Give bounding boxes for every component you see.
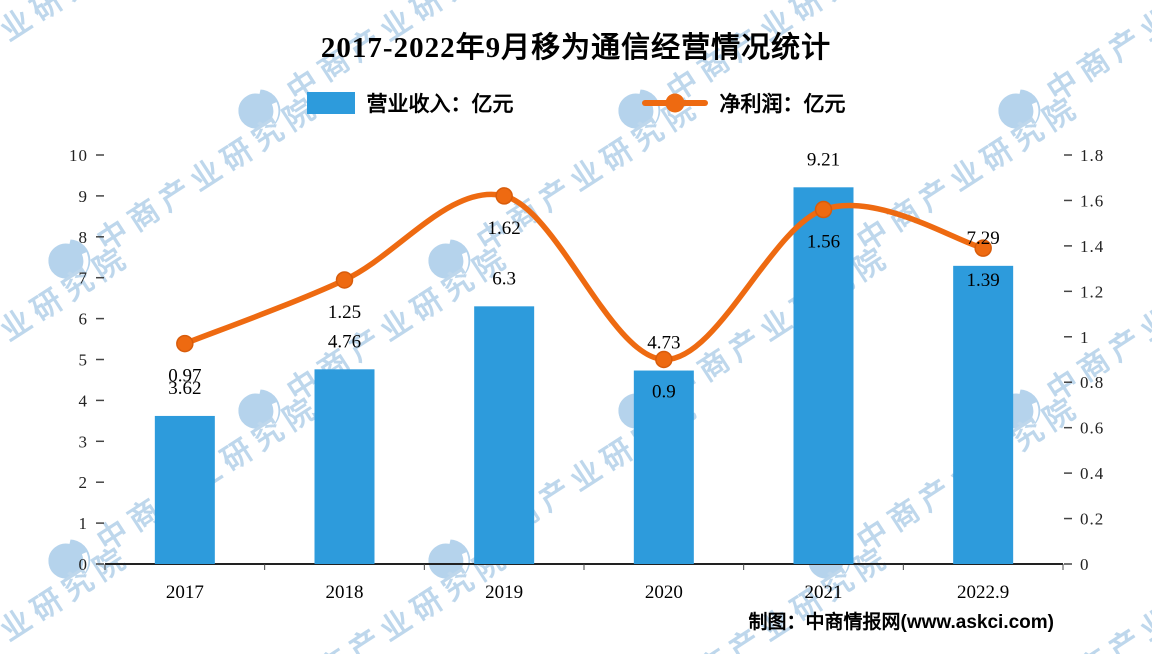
right-axis-tick-label: 0.4 <box>1080 464 1104 483</box>
legend-item-net-profit: 净利润：亿元 <box>641 88 846 118</box>
legend-item-revenue: 营业收入：亿元 <box>306 88 514 118</box>
bar-value-label: 3.62 <box>168 378 201 399</box>
left-axis-tick-label: 0 <box>79 555 89 574</box>
line-value-label: 1.25 <box>328 302 361 323</box>
right-axis-tick-label: 0.8 <box>1080 373 1104 392</box>
line-value-label: 1.39 <box>967 270 1000 291</box>
x-axis-category-label: 2022.9 <box>957 582 1009 603</box>
line-value-label: 0.9 <box>652 382 676 403</box>
line-marker-2021 <box>814 200 833 219</box>
bar-2022.9 <box>953 265 1014 564</box>
left-axis-tick-label: 7 <box>79 269 89 288</box>
bar-value-label: 4.73 <box>647 333 680 354</box>
legend-label-revenue: 营业收入：亿元 <box>366 93 514 116</box>
x-axis-category-label: 2019 <box>485 582 523 603</box>
bar-value-label: 9.21 <box>807 149 840 170</box>
line-marker-2018 <box>335 271 354 289</box>
right-axis-tick-label: 1.2 <box>1080 282 1104 301</box>
bar-value-label: 6.3 <box>492 268 516 289</box>
bar-2017 <box>154 415 215 564</box>
right-axis-tick-label: 1 <box>1080 328 1090 347</box>
right-axis-tick-label: 0 <box>1080 555 1090 574</box>
bar-2018 <box>314 369 375 564</box>
source-credit: 制图：中商情报网(www.askci.com) <box>748 612 1054 633</box>
legend-label-net-profit: 净利润：亿元 <box>719 93 846 116</box>
left-axis-tick-label: 1 <box>79 514 89 533</box>
line-value-label: 0.97 <box>168 366 201 387</box>
left-axis-tick-label: 2 <box>79 473 89 492</box>
legend: 营业收入：亿元 净利润：亿元 <box>0 88 1152 118</box>
bar-value-label: 4.76 <box>328 331 361 352</box>
line-marker-2017 <box>176 334 194 353</box>
left-axis-tick-label: 4 <box>79 391 89 410</box>
bar-value-label: 7.29 <box>967 228 1000 249</box>
x-axis-category-label: 2018 <box>326 582 364 603</box>
line-marker-2022.9 <box>974 239 992 257</box>
left-axis-tick-label: 3 <box>79 432 89 451</box>
right-axis-tick-label: 0.2 <box>1080 510 1104 529</box>
right-axis-tick-label: 1.6 <box>1080 191 1104 210</box>
left-axis-tick-label: 9 <box>79 187 89 206</box>
line-series-swatch <box>641 93 708 113</box>
x-axis-category-label: 2021 <box>805 582 843 603</box>
line-marker-2019 <box>495 187 513 205</box>
x-axis-category-label: 2017 <box>166 582 204 603</box>
line-swatch-dot-icon <box>665 93 684 113</box>
bar-series-swatch <box>306 92 355 114</box>
right-axis-tick-label: 0.6 <box>1080 419 1104 438</box>
chart-title: 2017-2022年9月移为通信经营情况统计 <box>320 32 832 64</box>
left-axis-tick-label: 8 <box>79 228 89 247</box>
left-axis-tick-label: 5 <box>79 351 89 370</box>
left-axis-tick-label: 10 <box>69 146 88 165</box>
left-axis-tick-label: 6 <box>79 310 89 329</box>
net-profit-line <box>182 191 986 363</box>
line-value-label: 1.62 <box>488 218 521 239</box>
x-axis-category-label: 2020 <box>645 582 683 603</box>
right-axis-tick-label: 1.4 <box>1080 237 1104 256</box>
line-marker-2020 <box>655 350 673 369</box>
bar-2019 <box>474 306 535 564</box>
line-value-label: 1.56 <box>807 232 840 253</box>
right-axis-tick-label: 1.8 <box>1080 146 1104 165</box>
